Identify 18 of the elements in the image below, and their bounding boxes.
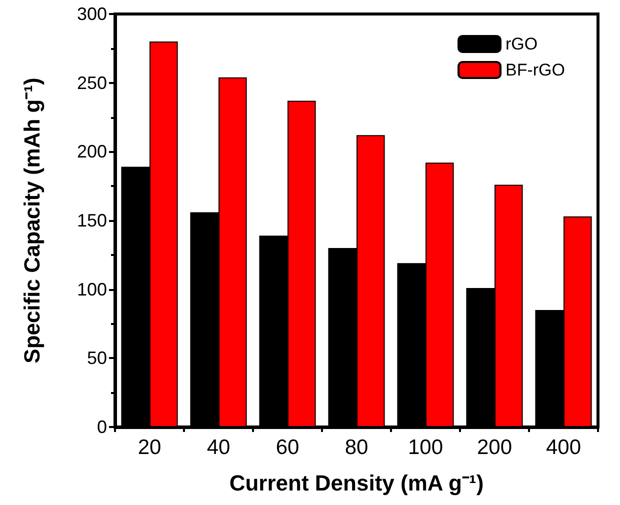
legend-label: BF-rGO bbox=[506, 60, 566, 80]
x-tick-label: 200 bbox=[476, 436, 512, 459]
x-tick-label: 400 bbox=[546, 436, 582, 459]
legend-label: rGO bbox=[506, 34, 538, 54]
x-axis-title: Current Density (mA g⁻¹) bbox=[229, 470, 484, 496]
y-axis-title: Specific Capacity (mAh g⁻¹) bbox=[20, 78, 44, 364]
y-tick-label: 150 bbox=[76, 210, 107, 230]
x-tick-label: 80 bbox=[344, 436, 368, 459]
x-tick-label: 40 bbox=[206, 436, 230, 459]
y-tick-label: 50 bbox=[86, 348, 107, 368]
y-tick-label: 0 bbox=[96, 417, 107, 437]
x-tick-label: 60 bbox=[276, 436, 300, 459]
y-tick-label: 200 bbox=[76, 142, 107, 162]
y-tick-label: 250 bbox=[76, 72, 107, 93]
x-tick-label: 20 bbox=[138, 436, 162, 459]
y-tick-label: 100 bbox=[76, 279, 107, 300]
y-tick-label: 300 bbox=[76, 4, 107, 24]
x-tick-label: 100 bbox=[408, 436, 444, 459]
